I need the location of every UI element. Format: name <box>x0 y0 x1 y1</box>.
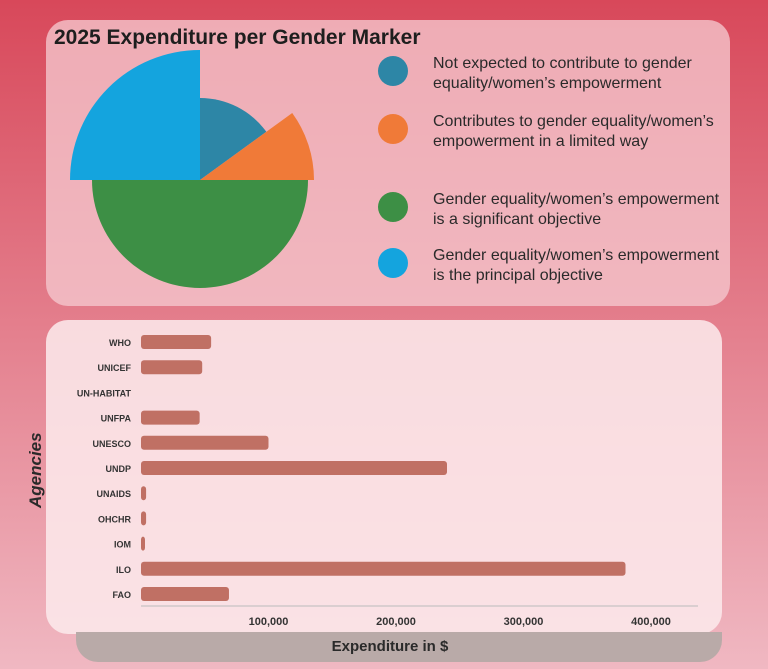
x-tick-label: 100,000 <box>249 616 289 628</box>
legend-label-principal: Gender equality/women’s empowerment is t… <box>433 247 720 284</box>
legend-swatch-not-expected <box>378 56 408 86</box>
y-tick-label: IOM <box>114 540 131 550</box>
pie-slice-not-expected <box>200 98 267 180</box>
bar-who <box>141 335 212 349</box>
legend-label-significant: Gender equality/women’s empowerment is a… <box>433 191 720 228</box>
x-tick-label: 200,000 <box>376 616 416 628</box>
pie-chart <box>70 50 314 288</box>
xlabel-band <box>76 632 722 662</box>
y-tick-label: UNDP <box>105 464 131 474</box>
bar-iom <box>141 536 145 551</box>
legend-label-limited: Contributes to gender equality/women’s e… <box>433 113 714 150</box>
bar-undp <box>141 461 447 475</box>
x-tick-label: 400,000 <box>631 616 671 628</box>
y-tick-label: ILO <box>116 565 131 575</box>
y-tick-label: OHCHR <box>98 514 131 524</box>
legend-swatch-limited <box>378 114 408 144</box>
bar-unfpa <box>141 410 200 425</box>
y-tick-label: UNICEF <box>98 363 132 373</box>
legend-label-not-expected: Not expected to contribute to gender equ… <box>433 55 692 92</box>
y-tick-label: UNESCO <box>92 439 131 449</box>
y-axis-label: Agencies <box>26 432 45 508</box>
pie-title: 2025 Expenditure per Gender Marker <box>54 26 421 49</box>
y-tick-label: UNFPA <box>101 414 132 424</box>
bar-ohchr <box>141 511 147 526</box>
bar-unaids <box>141 486 147 501</box>
pie-slice-principal <box>70 50 200 180</box>
y-tick-label: FAO <box>112 590 131 600</box>
bar-fao <box>141 587 229 601</box>
legend-swatch-significant <box>378 192 408 222</box>
bar-unesco <box>141 435 269 450</box>
y-tick-label: UN-HABITAT <box>77 388 132 398</box>
y-tick-label: UNAIDS <box>96 489 131 499</box>
pie-slice-limited <box>200 112 314 180</box>
bar-unicef <box>141 360 203 375</box>
pie-slice-significant <box>92 180 308 288</box>
legend-swatch-principal <box>378 248 408 278</box>
x-axis-label: Expenditure in $ <box>331 638 449 655</box>
x-tick-label: 300,000 <box>504 616 544 628</box>
y-tick-label: WHO <box>109 338 131 348</box>
bar-ilo <box>141 561 626 576</box>
